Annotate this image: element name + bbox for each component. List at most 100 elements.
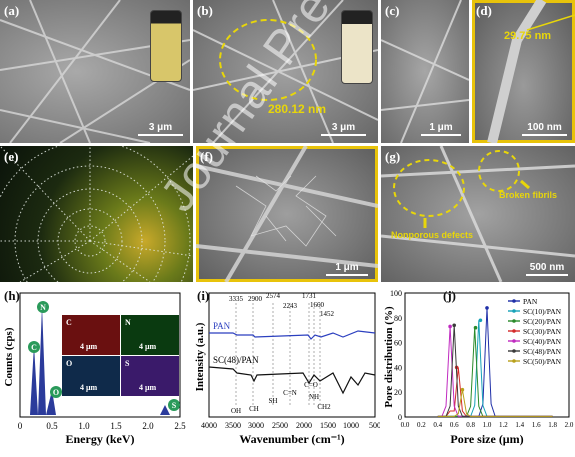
x-tick: 2.0 xyxy=(565,421,574,429)
x-tick: 500 xyxy=(369,421,380,430)
diameter-annotation: 280.12 nm xyxy=(268,102,327,116)
band-label: C=O xyxy=(304,381,318,389)
map-element-label: C xyxy=(66,318,72,327)
series-peak-point xyxy=(448,324,452,329)
series-peak-point xyxy=(485,306,489,310)
panel-label: (d) xyxy=(476,3,492,18)
peak-markers: C N O S xyxy=(28,301,180,411)
y-tick: 0 xyxy=(398,413,402,422)
legend-marker xyxy=(512,309,516,313)
x-tick: 3000 xyxy=(248,421,264,430)
map-scale-label: 4 μm xyxy=(80,383,98,392)
legend: PANSC(10)/PANSC(20)/PANSC(30)/PANSC(40)/… xyxy=(508,297,562,366)
scale-bar: 3 μm xyxy=(321,122,366,136)
vial-image xyxy=(150,10,182,82)
map-scale-label: 4 μm xyxy=(139,383,157,392)
panel-j-pore-distribution: 0 20 40 60 80 100 0.0 0.2 0.4 0.6 0.8 1.0 1.2 1.4 1.6… xyxy=(383,285,575,452)
panel-f-sem-image: (f) 1 μm xyxy=(196,146,378,282)
peak-label: O xyxy=(53,388,59,397)
x-axis-label: Energy (keV) xyxy=(66,432,135,446)
eds-spectrum xyxy=(20,305,180,415)
series-label: PAN xyxy=(213,321,231,331)
map-element-label: S xyxy=(125,359,130,368)
band-label: 2574 xyxy=(266,292,281,300)
band-guides xyxy=(235,303,321,405)
diameter-annotation: 29.75 nm xyxy=(504,30,552,42)
x-ticks: 0.0 0.2 0.4 0.6 0.8 1.0 1.2 1.4 1.6 1.8 2.0 xyxy=(401,421,574,429)
panel-label: (g) xyxy=(385,149,401,164)
y-axis-label: Intensity (a.u.) xyxy=(194,322,206,391)
band-label: 3335 xyxy=(229,295,244,303)
y-ticks: 0 20 40 60 80 100 xyxy=(390,289,402,422)
x-tick: 1000 xyxy=(343,421,359,430)
x-ticks: 0 0.5 1.0 1.5 2.0 2.5 xyxy=(18,421,186,431)
band-label: CH xyxy=(249,405,259,413)
broken-fibrils-annotation: Broken fibrils xyxy=(499,190,558,200)
panel-b-sem-image: (b) 280.12 nm 3 μm xyxy=(193,0,378,143)
band-label: NH xyxy=(309,393,319,401)
peak-label: S xyxy=(172,401,177,410)
x-tick: 1.0 xyxy=(78,421,90,431)
band-label: 2243 xyxy=(283,302,298,310)
nanonet-texture xyxy=(196,146,378,282)
x-tick: 1.2 xyxy=(499,421,508,429)
panel-h-eds: 0 0.5 1.0 1.5 2.0 2.5 Energy (keV) Count… xyxy=(0,285,190,452)
legend-marker xyxy=(512,319,516,323)
map-scale-label: 4 μm xyxy=(80,342,98,351)
legend-label: SC(40)/PAN xyxy=(523,337,562,346)
panel-label: (j) xyxy=(443,288,456,303)
panel-label: (i) xyxy=(197,288,210,303)
x-tick: 2000 xyxy=(296,421,312,430)
legend-label: SC(50)/PAN xyxy=(523,357,562,366)
series-peak-point xyxy=(452,323,456,328)
fiber-texture xyxy=(381,0,469,143)
x-tick: 2.0 xyxy=(142,421,154,431)
x-tick: 0.4 xyxy=(433,421,442,429)
series-group xyxy=(437,306,553,417)
legend-marker xyxy=(512,329,516,333)
series-peak-point xyxy=(473,325,478,330)
scale-bar: 3 μm xyxy=(138,122,183,136)
x-tick: 1.0 xyxy=(483,421,492,429)
band-label: 1731 xyxy=(302,292,317,300)
y-tick: 80 xyxy=(394,314,402,323)
x-tick: 2.5 xyxy=(174,421,186,431)
scale-bar-label: 1 μm xyxy=(429,122,453,133)
peak-label: C xyxy=(31,343,37,352)
scale-bar: 100 nm xyxy=(522,122,567,136)
x-tick: 3500 xyxy=(225,421,241,430)
panel-c-sem-image: (c) 1 μm xyxy=(381,0,469,143)
series-line xyxy=(437,389,553,417)
y-axis-label: Pore distribution (%) xyxy=(383,306,395,408)
panel-label: (h) xyxy=(4,288,20,303)
y-tick: 20 xyxy=(394,388,402,397)
legend-marker xyxy=(512,359,516,363)
panel-e-spiderweb-photo: (e) xyxy=(0,146,193,282)
panel-label: (a) xyxy=(4,3,20,18)
x-tick: 2500 xyxy=(272,421,288,430)
element-maps: C N O S 4 μm 4 μm 4 μm 4 μm xyxy=(62,315,179,396)
scale-bar: 1 μm xyxy=(421,122,461,136)
legend-label: SC(30)/PAN xyxy=(523,327,562,336)
panel-label: (e) xyxy=(4,149,19,164)
y-tick: 60 xyxy=(394,339,402,348)
pore-chart: 0 20 40 60 80 100 0.0 0.2 0.4 0.6 0.8 1.0 1.2 1.4 1.6… xyxy=(383,289,574,446)
legend-label: SC(20)/PAN xyxy=(523,317,562,326)
band-top-labels: 3335 2900 2574 2243 1731 1660 1452 xyxy=(229,292,335,318)
y-tick: 100 xyxy=(390,289,402,298)
band-label: C=N xyxy=(283,389,297,397)
band-label: 1452 xyxy=(320,310,335,318)
nonporous-defects-annotation: Nonporous defects xyxy=(391,230,474,240)
eds-chart: 0 0.5 1.0 1.5 2.0 2.5 Energy (keV) Count… xyxy=(3,292,186,446)
x-tick: 1500 xyxy=(320,421,336,430)
legend-label: SC(10)/PAN xyxy=(523,307,562,316)
x-tick: 1.4 xyxy=(515,421,524,429)
map-element-label: O xyxy=(66,359,72,368)
band-bottom-labels: OH CH SH C=N C=O NH CH2 xyxy=(231,381,331,415)
map-element-label: N xyxy=(125,318,131,327)
vial-image xyxy=(341,10,373,84)
panel-g-sem-image: (g) Broken fibrils Nonporous defects 500… xyxy=(381,146,575,282)
legend-label: SC(48)/PAN xyxy=(523,347,562,356)
x-axis-label: Pore size (μm) xyxy=(450,432,523,446)
x-tick: 1.8 xyxy=(548,421,557,429)
